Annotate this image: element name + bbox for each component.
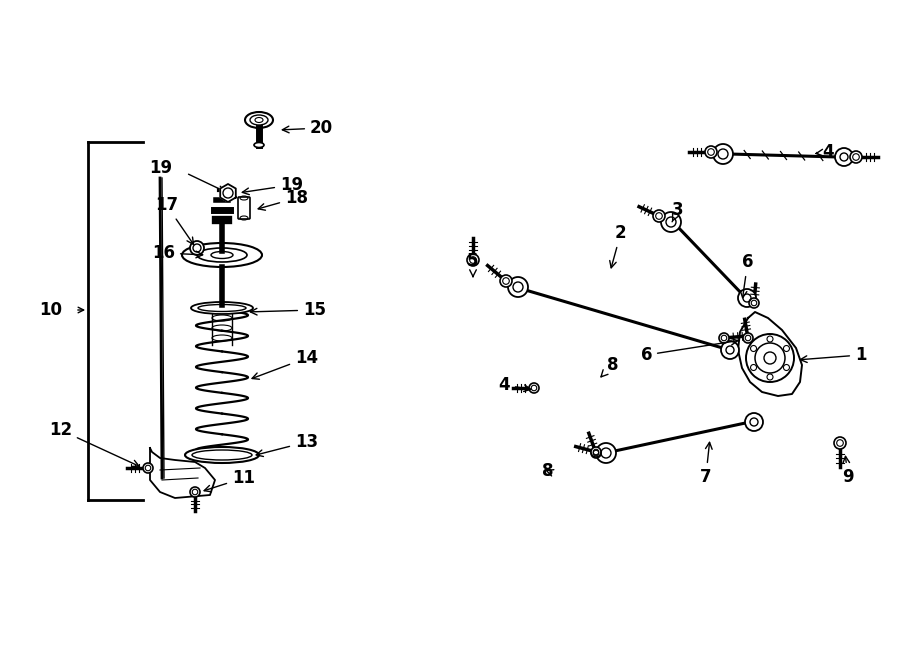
Ellipse shape (182, 243, 262, 267)
Ellipse shape (245, 112, 273, 128)
Circle shape (500, 275, 512, 287)
Circle shape (190, 487, 200, 497)
Ellipse shape (185, 447, 259, 463)
Polygon shape (220, 184, 236, 202)
Text: 6: 6 (741, 253, 753, 297)
Text: 8: 8 (542, 462, 554, 480)
Circle shape (767, 374, 773, 380)
Text: 16: 16 (152, 244, 202, 262)
Circle shape (751, 364, 757, 371)
Text: 3: 3 (672, 201, 684, 222)
Text: 18: 18 (258, 189, 308, 210)
Ellipse shape (191, 302, 253, 314)
Text: 20: 20 (283, 119, 333, 137)
Polygon shape (738, 312, 802, 396)
Circle shape (508, 277, 528, 297)
Circle shape (661, 212, 681, 232)
Text: 10: 10 (39, 301, 62, 319)
Text: 12: 12 (49, 421, 140, 467)
Text: 7: 7 (700, 442, 712, 486)
Circle shape (705, 146, 717, 158)
Circle shape (784, 364, 789, 371)
Circle shape (190, 241, 204, 255)
Circle shape (745, 413, 763, 431)
Text: 19: 19 (242, 176, 303, 195)
Text: 15: 15 (250, 301, 326, 319)
Circle shape (591, 448, 601, 458)
Circle shape (767, 336, 773, 342)
Text: 19: 19 (148, 159, 172, 177)
Text: 13: 13 (256, 433, 318, 457)
Circle shape (596, 443, 616, 463)
Text: 4: 4 (499, 376, 531, 394)
Circle shape (591, 447, 601, 457)
Text: 1: 1 (800, 346, 867, 364)
Polygon shape (150, 448, 215, 498)
Circle shape (529, 383, 539, 393)
FancyBboxPatch shape (238, 197, 250, 219)
Circle shape (719, 333, 729, 343)
Text: 5: 5 (467, 252, 479, 276)
Circle shape (835, 148, 853, 166)
Text: 6: 6 (641, 338, 738, 364)
Circle shape (143, 463, 153, 473)
Text: 9: 9 (842, 456, 853, 486)
Circle shape (743, 333, 753, 343)
Circle shape (738, 289, 756, 307)
Circle shape (850, 151, 862, 163)
Text: 4: 4 (816, 143, 833, 161)
Circle shape (834, 437, 846, 449)
Text: 14: 14 (252, 349, 318, 379)
Circle shape (746, 334, 794, 382)
Circle shape (653, 210, 665, 222)
Circle shape (784, 346, 789, 352)
Circle shape (721, 341, 739, 359)
Ellipse shape (197, 248, 247, 262)
Text: 17: 17 (155, 196, 194, 245)
Circle shape (751, 346, 757, 352)
Circle shape (749, 298, 759, 308)
Circle shape (713, 144, 733, 164)
Circle shape (467, 254, 479, 266)
Ellipse shape (254, 143, 264, 147)
Text: 8: 8 (601, 356, 618, 377)
Text: 2: 2 (609, 224, 626, 268)
Text: 11: 11 (204, 469, 255, 492)
